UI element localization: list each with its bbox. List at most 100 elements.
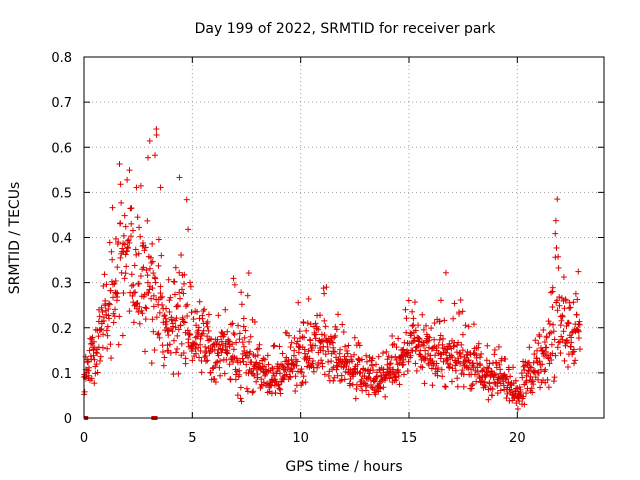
data-point bbox=[473, 352, 480, 359]
data-point bbox=[540, 327, 547, 334]
data-point bbox=[146, 265, 153, 272]
data-point bbox=[550, 378, 557, 385]
data-point bbox=[182, 360, 189, 367]
data-point bbox=[112, 306, 119, 313]
data-point bbox=[120, 232, 127, 239]
data-point bbox=[441, 317, 448, 324]
x-tick-label: 10 bbox=[292, 431, 309, 446]
data-point bbox=[369, 355, 376, 362]
data-point bbox=[415, 322, 422, 329]
data-point bbox=[149, 258, 156, 265]
data-point bbox=[100, 283, 107, 290]
data-point bbox=[85, 372, 92, 379]
data-point bbox=[512, 377, 519, 384]
data-point bbox=[186, 331, 193, 338]
data-point bbox=[269, 364, 276, 371]
data-point bbox=[128, 282, 135, 289]
data-point bbox=[481, 379, 488, 386]
data-point bbox=[160, 362, 167, 369]
data-point bbox=[517, 388, 524, 395]
data-point bbox=[119, 332, 126, 339]
data-point bbox=[85, 358, 92, 365]
data-point bbox=[98, 304, 105, 311]
data-point bbox=[142, 244, 149, 251]
data-point bbox=[106, 301, 113, 308]
data-point bbox=[516, 384, 523, 391]
data-point bbox=[238, 398, 245, 405]
data-point bbox=[449, 353, 456, 360]
data-point bbox=[497, 387, 504, 394]
data-point bbox=[539, 347, 546, 354]
data-point bbox=[495, 376, 502, 383]
data-point bbox=[439, 341, 446, 348]
data-point bbox=[218, 338, 225, 345]
data-point bbox=[186, 330, 193, 337]
data-point bbox=[202, 343, 209, 350]
data-point bbox=[103, 327, 110, 334]
data-point bbox=[117, 220, 124, 227]
data-point bbox=[144, 217, 151, 224]
data-point bbox=[341, 376, 348, 383]
data-point bbox=[175, 326, 182, 333]
data-point bbox=[107, 287, 114, 294]
data-point bbox=[101, 271, 108, 278]
data-point bbox=[548, 341, 555, 348]
data-point bbox=[114, 264, 121, 271]
data-point bbox=[124, 176, 131, 183]
data-point bbox=[441, 383, 448, 390]
data-point bbox=[443, 355, 450, 362]
x-tick-label: 15 bbox=[401, 431, 418, 446]
data-point bbox=[117, 181, 124, 188]
data-point bbox=[409, 323, 416, 330]
data-point bbox=[240, 323, 247, 330]
data-point bbox=[378, 373, 385, 380]
data-point bbox=[557, 322, 564, 329]
data-point bbox=[199, 330, 206, 337]
data-point bbox=[380, 384, 387, 391]
data-point bbox=[483, 357, 490, 364]
data-point bbox=[85, 364, 92, 371]
data-point bbox=[419, 364, 426, 371]
data-point bbox=[231, 331, 238, 338]
data-point bbox=[404, 350, 411, 357]
data-point bbox=[560, 274, 567, 281]
data-point bbox=[536, 358, 543, 365]
data-point bbox=[302, 379, 309, 386]
data-point bbox=[153, 131, 160, 138]
data-point bbox=[358, 356, 365, 363]
data-point bbox=[91, 380, 98, 387]
data-point bbox=[356, 370, 363, 377]
data-point bbox=[99, 344, 106, 351]
data-point bbox=[379, 350, 386, 357]
data-point bbox=[141, 247, 148, 254]
data-point bbox=[128, 205, 135, 212]
data-point bbox=[444, 346, 451, 353]
data-point bbox=[198, 332, 205, 339]
data-point bbox=[213, 359, 220, 366]
data-point bbox=[370, 367, 377, 374]
data-point bbox=[205, 311, 212, 318]
data-point bbox=[162, 315, 169, 322]
data-point bbox=[239, 339, 246, 346]
data-point bbox=[554, 196, 561, 203]
data-point bbox=[542, 366, 549, 373]
data-point bbox=[337, 346, 344, 353]
data-point bbox=[173, 315, 180, 322]
data-point bbox=[114, 290, 121, 297]
data-point bbox=[457, 353, 464, 360]
data-point bbox=[243, 349, 250, 356]
data-point bbox=[86, 347, 93, 354]
data-point bbox=[319, 363, 326, 370]
data-point bbox=[140, 264, 147, 271]
data-point bbox=[89, 334, 96, 341]
data-point bbox=[197, 335, 204, 342]
data-point bbox=[318, 331, 325, 338]
data-point bbox=[552, 352, 559, 359]
data-point bbox=[443, 349, 450, 356]
data-point bbox=[239, 350, 246, 357]
data-point bbox=[254, 371, 261, 378]
data-point bbox=[407, 352, 414, 359]
data-point bbox=[317, 347, 324, 354]
data-point bbox=[201, 306, 208, 313]
data-point bbox=[415, 342, 422, 349]
